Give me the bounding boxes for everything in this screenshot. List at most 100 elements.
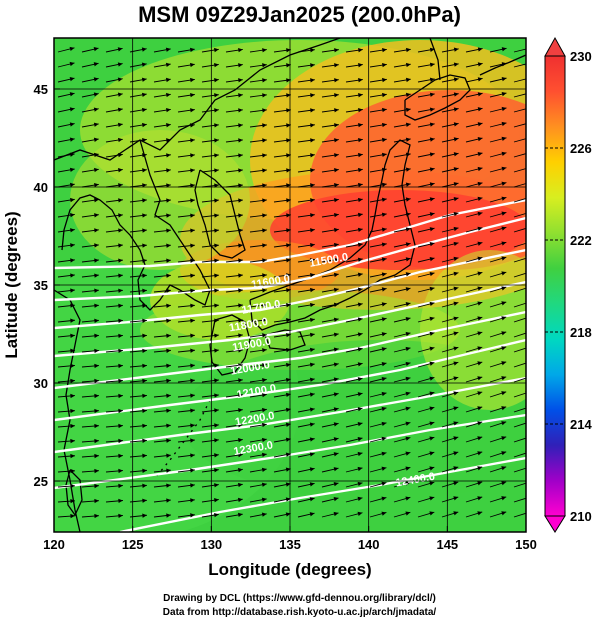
wind-arrow-head bbox=[358, 152, 363, 158]
wind-arrow-head bbox=[453, 62, 459, 67]
wind-arrow-head bbox=[190, 123, 195, 128]
wind-arrow-head bbox=[165, 92, 171, 98]
wind-arrow-head bbox=[142, 288, 147, 293]
wind-arrow-head bbox=[214, 333, 219, 338]
wind-arrow-head bbox=[69, 77, 75, 82]
wind-arrow-head bbox=[190, 513, 195, 518]
wind-arrow-head bbox=[310, 63, 315, 68]
wind-arrow-head bbox=[118, 393, 123, 399]
wind-arrow-head bbox=[286, 198, 291, 203]
wind-arrow-head bbox=[118, 438, 123, 444]
wind-arrow-head bbox=[69, 61, 75, 67]
wind-arrow-head bbox=[93, 107, 99, 112]
wind-arrow-head bbox=[117, 92, 123, 97]
wind-arrow-head bbox=[118, 423, 123, 429]
wind-arrow-head bbox=[381, 107, 387, 113]
wind-arrow-head bbox=[141, 62, 147, 67]
wind-arrow-head bbox=[501, 481, 507, 486]
wind-arrow-head bbox=[190, 93, 195, 98]
wind-arrow-head bbox=[142, 438, 147, 444]
wind-arrow-head bbox=[309, 347, 315, 353]
wind-arrow-head bbox=[262, 348, 267, 353]
wind-arrow-head bbox=[357, 242, 363, 247]
wind-arrow-head bbox=[70, 288, 75, 293]
y-axis: 25 30 35 40 45 bbox=[34, 82, 60, 489]
wind-arrow bbox=[513, 183, 526, 188]
wind-arrow-head bbox=[477, 406, 483, 411]
wind-arrow-head bbox=[94, 393, 99, 399]
wind-arrow-head bbox=[94, 348, 99, 354]
wind-arrow-head bbox=[358, 137, 363, 143]
wind-arrow-head bbox=[214, 243, 219, 248]
wind-arrow-head bbox=[501, 106, 507, 112]
wind-arrow-head bbox=[190, 468, 195, 473]
wind-arrow-head bbox=[94, 363, 99, 369]
wind-arrow-head bbox=[381, 182, 387, 187]
x-tick-label: 150 bbox=[515, 537, 537, 552]
wind-arrow-head bbox=[214, 393, 219, 398]
wind-arrow-head bbox=[286, 153, 291, 158]
wind-arrow-head bbox=[117, 47, 123, 52]
wind-arrow-head bbox=[382, 77, 387, 83]
wind-arrow-head bbox=[453, 331, 459, 336]
wind-arrow-head bbox=[118, 273, 123, 278]
wind-arrow-head bbox=[309, 302, 315, 308]
wind-arrow-head bbox=[429, 137, 435, 142]
wind-arrow-head bbox=[70, 393, 75, 399]
wind-arrow-head bbox=[309, 467, 315, 472]
wind-arrow-head bbox=[405, 77, 411, 83]
wind-arrow-head bbox=[262, 258, 267, 263]
wind-arrow-head bbox=[70, 212, 75, 218]
wind-arrow-head bbox=[286, 63, 291, 68]
wind-arrow-head bbox=[405, 92, 411, 98]
wind-arrow-head bbox=[429, 316, 435, 321]
wind-arrow-head bbox=[262, 318, 267, 323]
wind-arrow-head bbox=[262, 363, 267, 368]
wind-arrow-head bbox=[141, 107, 147, 113]
wind-arrow-head bbox=[429, 92, 435, 97]
wind-arrow-head bbox=[477, 166, 483, 172]
wind-arrow-head bbox=[309, 362, 315, 367]
wind-arrow-head bbox=[357, 496, 363, 501]
wind-arrow-head bbox=[285, 512, 291, 517]
wind-arrow-head bbox=[118, 513, 123, 519]
wind-arrow-head bbox=[334, 78, 339, 83]
colorbar-ticks: 230 226 222 218 214 210 bbox=[545, 49, 592, 524]
wind-arrow-head bbox=[405, 331, 411, 337]
wind-arrow-head bbox=[501, 496, 507, 501]
wind-arrow-head bbox=[190, 438, 195, 443]
wind-arrow bbox=[513, 452, 526, 458]
wind-arrow-head bbox=[333, 287, 339, 293]
wind-arrow-head bbox=[94, 288, 99, 293]
wind-arrow bbox=[513, 482, 526, 488]
wind-arrow-head bbox=[238, 153, 243, 158]
wind-arrow-head bbox=[501, 271, 507, 276]
wind-arrow-head bbox=[214, 498, 219, 503]
wind-arrow bbox=[513, 497, 526, 503]
wind-arrow-head bbox=[429, 212, 435, 217]
wind-arrow-head bbox=[310, 287, 315, 293]
wind-arrow-head bbox=[94, 333, 99, 338]
wind-arrow-head bbox=[165, 62, 171, 67]
wind-arrow-head bbox=[166, 318, 171, 323]
wind-arrow-head bbox=[453, 271, 459, 276]
wind-arrow-head bbox=[94, 378, 99, 384]
map-title: MSM 09Z29Jan2025 (200.0hPa) bbox=[138, 2, 461, 27]
wind-arrow-head bbox=[309, 497, 315, 502]
wind-arrow-head bbox=[262, 198, 267, 203]
wind-arrow-head bbox=[142, 468, 147, 473]
wind-arrow-head bbox=[142, 258, 147, 263]
wind-arrow bbox=[513, 332, 526, 338]
wind-arrow-head bbox=[286, 48, 291, 53]
wind-arrow-head bbox=[190, 228, 195, 233]
wind-arrow-head bbox=[117, 122, 123, 128]
wind-arrow-head bbox=[501, 166, 507, 171]
wind-arrow-head bbox=[333, 302, 339, 307]
wind-arrow-head bbox=[70, 318, 75, 323]
wind-arrow-head bbox=[453, 182, 459, 187]
wind-arrow-head bbox=[310, 243, 315, 248]
wind-arrow-head bbox=[238, 378, 243, 383]
wind-arrow-head bbox=[214, 423, 219, 428]
wind-arrow-head bbox=[382, 92, 387, 98]
wind-arrow-head bbox=[333, 496, 339, 502]
